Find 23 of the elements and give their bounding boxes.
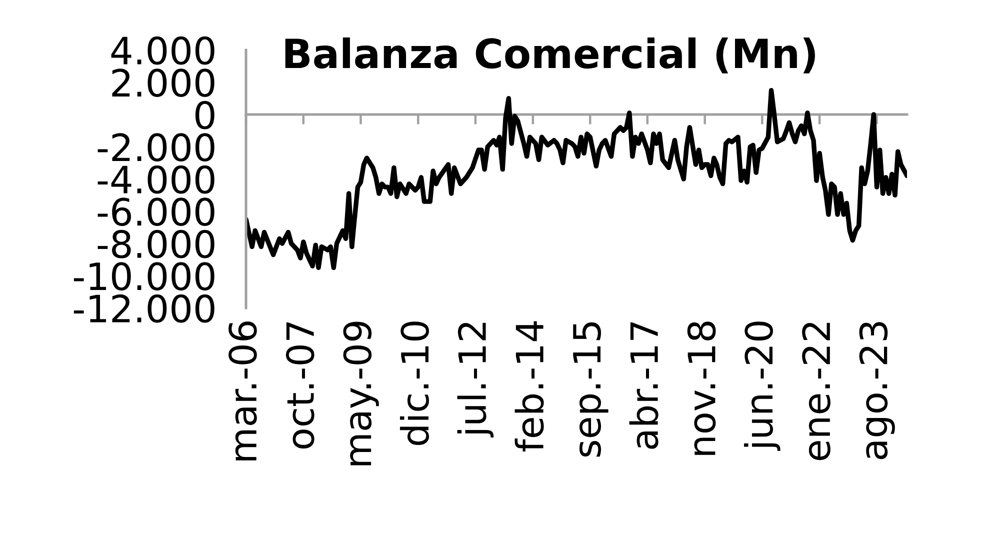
- x-tick-label: oct.-07: [286, 322, 314, 448]
- x-tick-label: abr.-17: [629, 322, 658, 449]
- y-tick-label: 4.000: [111, 36, 214, 65]
- x-tick-label: jul.-12: [457, 322, 494, 438]
- x-tick-label: feb.-14: [514, 321, 544, 452]
- y-tick-label: -12.000: [74, 294, 214, 323]
- x-tick-label: sep.-15: [573, 322, 608, 457]
- y-tick-label: -2.000: [98, 133, 214, 162]
- x-tick-label: dic.-10: [400, 322, 429, 446]
- chart-title: Balanza Comercial (Mn): [285, 37, 816, 74]
- y-tick-label: -8.000: [98, 230, 214, 258]
- y-tick-label: -4.000: [98, 165, 214, 194]
- x-tick-label: mar.-06: [228, 321, 257, 460]
- y-tick-label: -10.000: [74, 262, 214, 291]
- x-tick-label: nov.-18: [687, 322, 716, 455]
- line-series: [246, 88, 907, 270]
- x-tick-label: ene.-22: [802, 322, 830, 460]
- y-tick-label: 2.000: [112, 68, 214, 98]
- y-tick-label: -6.000: [98, 198, 214, 226]
- x-tick-label: may.-09: [343, 322, 379, 466]
- x-tick-label: ago.-23: [859, 322, 895, 460]
- x-tick-label: jun.-20: [744, 322, 780, 451]
- y-tick-label: 0: [195, 100, 214, 130]
